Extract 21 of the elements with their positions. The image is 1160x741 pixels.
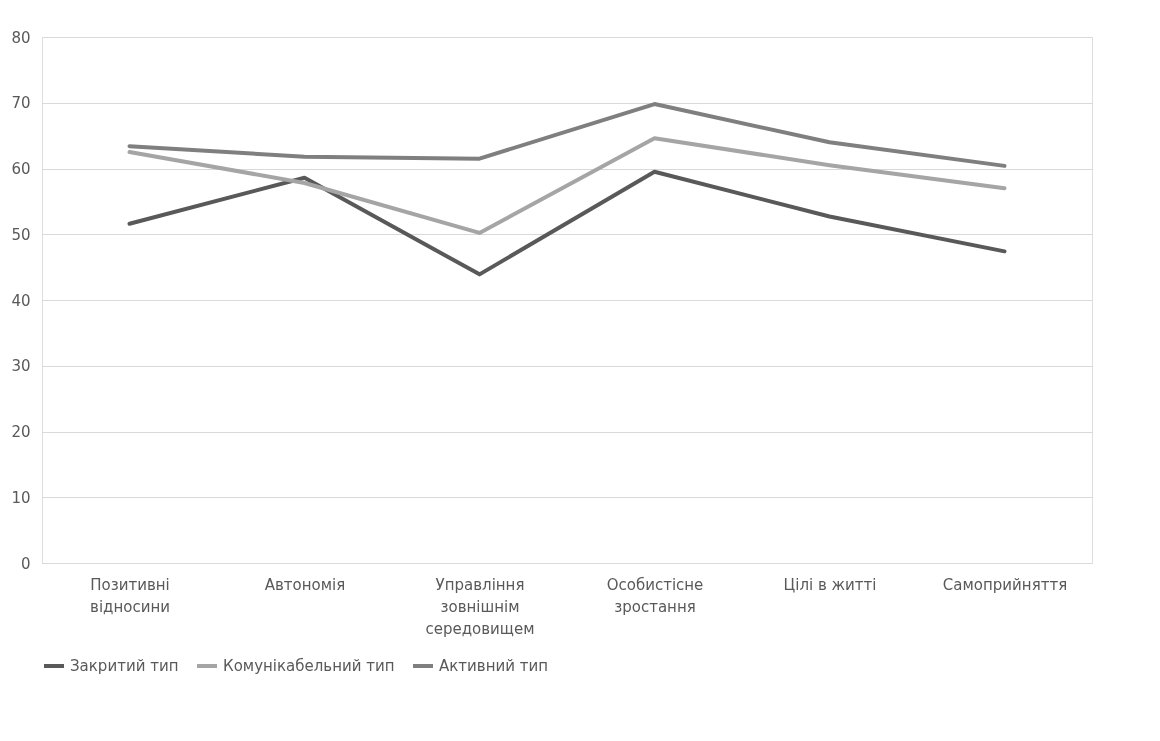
legend-label: Комунікабельний тип: [223, 657, 395, 675]
x-tick-label: Автономія: [264, 575, 346, 594]
x-tick-label: Позитивні відносини: [90, 575, 170, 616]
x-tick-label: Цілі в житті: [783, 575, 877, 594]
x-tick-label: Управління зовнішнім середовищем: [425, 575, 535, 638]
y-tick-label: 50: [11, 225, 31, 244]
y-tick-label: 0: [20, 554, 31, 573]
y-tick-label: 80: [11, 28, 31, 47]
line-series: [127, 136, 1007, 235]
x-tick-label: Особистісне зростання: [606, 575, 704, 616]
line-series: [127, 102, 1007, 168]
x-tick-label: Самоприйняття: [942, 575, 1068, 594]
y-tick-label: 30: [11, 357, 31, 376]
legend-label: Закритий тип: [70, 657, 179, 675]
y-tick-label: 70: [11, 94, 31, 113]
y-tick-label: 20: [11, 423, 31, 441]
y-tick-label: 10: [11, 488, 31, 507]
legend-label: Активний тип: [439, 657, 549, 675]
line-series: [127, 169, 1007, 277]
y-tick-label: 40: [11, 291, 31, 310]
y-tick-label: 60: [11, 160, 31, 178]
